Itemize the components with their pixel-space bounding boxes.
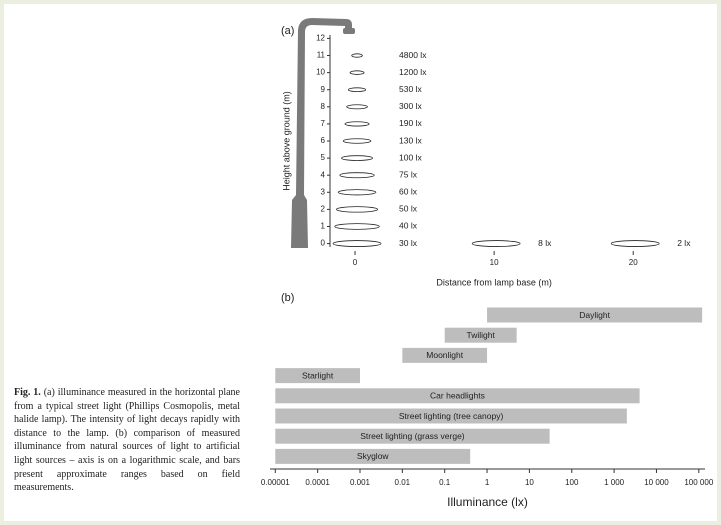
y-tick-label: 3 [321,187,326,196]
x-tick-label: 0.0001 [305,478,330,487]
illuminance-ellipse [340,173,374,178]
illuminance-label: 30 lx [399,238,418,248]
illuminance-ellipse [472,241,520,247]
illuminance-ellipse [347,105,368,109]
bar-label: Daylight [579,310,610,320]
illuminance-label: 75 lx [399,169,418,179]
x-tick-label: 0.00001 [261,478,290,487]
illuminance-label: 1200 lx [399,67,427,77]
lamp-head [343,28,355,34]
illuminance-label: 190 lx [399,118,422,128]
bar-label: Starlight [302,370,334,380]
bar-label: Twilight [467,330,496,340]
x-tick-label: 0.01 [395,478,411,487]
x-axis-title: Illuminance (lx) [447,495,528,509]
illuminance-ellipse [333,241,381,247]
y-tick-label: 2 [321,204,326,213]
illuminance-label: 60 lx [399,187,418,197]
y-tick-label: 8 [321,102,326,111]
illuminance-label: 530 lx [399,84,422,94]
bar-label: Street lighting (grass verge) [360,431,465,441]
panel-label: (b) [281,292,294,304]
illuminance-ellipse [345,122,369,126]
illuminance-ellipse [335,224,380,230]
x-tick-label: 100 000 [684,478,713,487]
bar-label: Street lighting (tree canopy) [399,411,504,421]
x-tick-label: 100 [565,478,579,487]
y-tick-label: 12 [316,34,325,43]
illuminance-ellipse [348,88,365,92]
x-axis-title: Distance from lamp base (m) [436,277,552,287]
y-tick-label: 11 [317,51,326,60]
x-tick-label: 1 [485,478,490,487]
y-tick-label: 0 [321,239,326,248]
illuminance-label: 2 lx [677,238,691,248]
x-tick-label: 0.1 [439,478,451,487]
illuminance-label: 8 lx [538,238,552,248]
illuminance-label: 40 lx [399,221,418,231]
illuminance-label: 50 lx [399,204,418,214]
illuminance-ellipse [352,54,363,57]
y-tick-label: 7 [321,119,326,128]
illuminance-ellipse [338,190,376,195]
illuminance-label: 4800 lx [399,50,427,60]
y-tick-label: 4 [321,170,326,179]
illuminance-label: 100 lx [399,152,422,162]
panel-label: (a) [281,25,294,37]
caption: Fig. 1. (a) illuminance measured in the … [14,386,240,495]
y-tick-label: 6 [321,136,326,145]
bar-label: Car headlights [430,391,485,401]
caption-text: (a) illuminance measured in the horizont… [14,387,240,493]
illuminance-ellipse [342,156,373,161]
bar-label: Moonlight [426,350,463,360]
y-tick-label: 5 [321,153,326,162]
illuminance-ellipse [336,207,377,213]
x-tick-label: 10 000 [644,478,669,487]
illuminance-label: 130 lx [399,135,422,145]
caption-label: Fig. 1. [14,387,41,398]
x-tick-label: 1 000 [604,478,625,487]
x-tick-label: 10 [490,258,499,267]
illuminance-ellipse [350,71,364,75]
x-tick-label: 20 [629,258,638,267]
x-tick-label: 0.001 [350,478,371,487]
illuminance-label: 300 lx [399,101,422,111]
x-tick-label: 10 [525,478,534,487]
y-axis-title: Height above ground (m) [281,91,291,191]
bar-label: Skyglow [357,451,390,461]
illuminance-ellipse [611,241,659,247]
x-tick-label: 0 [353,258,358,267]
y-tick-label: 9 [321,85,326,94]
y-tick-label: 1 [321,222,326,231]
illuminance-ellipse [343,139,371,144]
y-tick-label: 10 [316,68,325,77]
